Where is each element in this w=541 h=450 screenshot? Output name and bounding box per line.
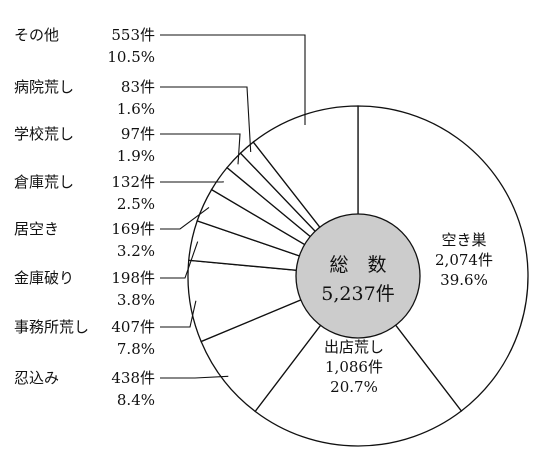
slice-1-percent: 39.6% — [440, 271, 488, 289]
slice-4-percent: 7.8% — [117, 340, 155, 358]
slice-6-count: 169件 — [111, 220, 155, 238]
slice-9-name: 病院荒し — [14, 78, 74, 96]
slice-2-count: 1,086件 — [325, 358, 383, 376]
slice-8-count: 97件 — [121, 125, 155, 143]
center-circle — [295, 213, 421, 339]
slice-6-percent: 3.2% — [117, 242, 155, 260]
slice-6-leader-line — [160, 206, 210, 230]
leader-lines — [160, 34, 306, 379]
slice-6-name: 居空き — [14, 220, 59, 238]
slice-1-count: 2,074件 — [435, 251, 493, 269]
slice-9-count: 83件 — [121, 78, 155, 96]
center-title: 総 数 — [329, 254, 386, 276]
slice-3-name: 忍込み — [14, 369, 59, 387]
slice-8-name: 学校荒し — [14, 125, 74, 143]
slice-1-wedge — [357, 105, 529, 412]
slice-7-name: 倉庫荒し — [14, 173, 74, 191]
slice-5-leader-line — [160, 241, 199, 279]
slice-7-count: 132件 — [111, 173, 155, 191]
slice-1-name: 空き巣 — [441, 231, 486, 249]
slice-8-leader-line — [160, 133, 241, 165]
slice-3-leader-line — [160, 375, 229, 379]
slice-labels: 空き巣 2,074件 39.6% 出店荒し 1,086件 20.7% 忍込み 438件 8.4%… — [14, 26, 493, 409]
slice-4-leader-line — [160, 300, 197, 328]
slice-2-wedge — [254, 274, 463, 447]
slice-5-count: 198件 — [111, 269, 155, 287]
slice-3-percent: 8.4% — [117, 391, 155, 409]
slice-9-percent: 1.6% — [117, 100, 155, 118]
slice-10-leader-line — [160, 34, 306, 125]
slice-7-percent: 2.5% — [117, 195, 155, 213]
slice-4-count: 407件 — [111, 318, 155, 336]
slice-8-percent: 1.9% — [117, 147, 155, 165]
center-total: 5,237件 — [321, 283, 394, 305]
slice-10-percent: 10.5% — [107, 48, 155, 66]
slice-5-percent: 3.8% — [117, 291, 155, 309]
slice-9-leader-line — [160, 86, 252, 153]
slice-3-count: 438件 — [111, 369, 155, 387]
slice-2-percent: 20.7% — [330, 378, 378, 396]
slice-10-name: その他 — [14, 26, 59, 44]
slice-10-count: 553件 — [111, 26, 155, 44]
slice-4-name: 事務所荒し — [14, 318, 89, 336]
slice-5-name: 金庫破り — [14, 269, 74, 287]
slice-2-name: 出店荒し — [324, 338, 384, 356]
